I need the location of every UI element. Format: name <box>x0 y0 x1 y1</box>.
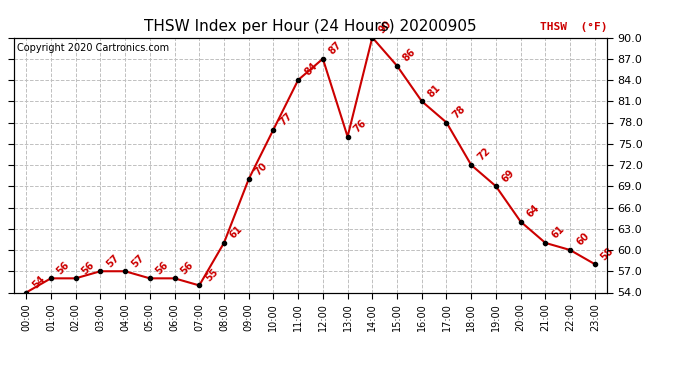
Text: 61: 61 <box>549 224 566 241</box>
Text: 84: 84 <box>302 61 319 78</box>
Text: 72: 72 <box>475 146 492 163</box>
Text: 78: 78 <box>451 104 467 120</box>
Text: 57: 57 <box>129 252 146 269</box>
Title: THSW Index per Hour (24 Hours) 20200905: THSW Index per Hour (24 Hours) 20200905 <box>144 18 477 33</box>
Text: 90: 90 <box>377 19 393 35</box>
Text: 58: 58 <box>599 245 615 262</box>
Text: 77: 77 <box>277 111 294 128</box>
Text: 56: 56 <box>154 260 170 276</box>
Text: 56: 56 <box>80 260 97 276</box>
Text: 57: 57 <box>104 252 121 269</box>
Text: THSW  (°F): THSW (°F) <box>540 22 607 32</box>
Text: 70: 70 <box>253 160 270 177</box>
Text: 86: 86 <box>401 47 418 64</box>
Text: 54: 54 <box>30 274 47 290</box>
Text: 60: 60 <box>574 231 591 248</box>
Text: 55: 55 <box>204 267 220 283</box>
Text: 76: 76 <box>352 118 368 135</box>
Text: 56: 56 <box>179 260 195 276</box>
Text: 56: 56 <box>55 260 72 276</box>
Text: 87: 87 <box>327 40 344 57</box>
Text: 64: 64 <box>525 203 542 219</box>
Text: Copyright 2020 Cartronics.com: Copyright 2020 Cartronics.com <box>17 43 169 52</box>
Text: 61: 61 <box>228 224 245 241</box>
Text: 81: 81 <box>426 82 442 99</box>
Text: 69: 69 <box>500 168 517 184</box>
